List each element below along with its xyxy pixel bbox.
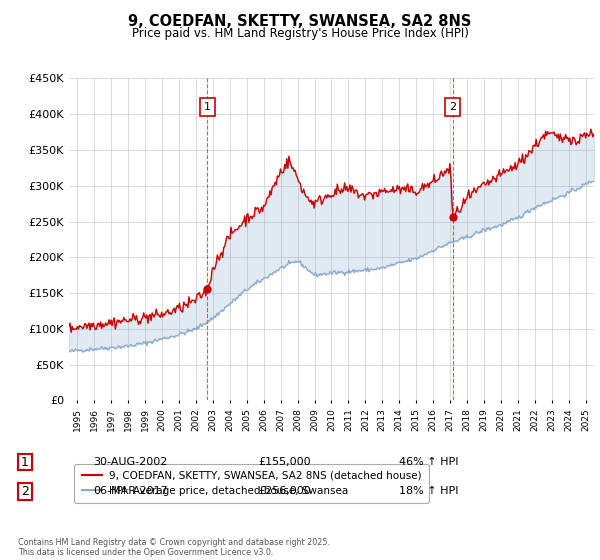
Text: £256,000: £256,000 [258, 486, 311, 496]
Text: 46% ↑ HPI: 46% ↑ HPI [399, 457, 458, 467]
Text: 1: 1 [204, 102, 211, 112]
Text: 30-AUG-2002: 30-AUG-2002 [93, 457, 167, 467]
Legend: 9, COEDFAN, SKETTY, SWANSEA, SA2 8NS (detached house), HPI: Average price, detac: 9, COEDFAN, SKETTY, SWANSEA, SA2 8NS (de… [74, 464, 428, 503]
Text: 9, COEDFAN, SKETTY, SWANSEA, SA2 8NS: 9, COEDFAN, SKETTY, SWANSEA, SA2 8NS [128, 14, 472, 29]
Text: Price paid vs. HM Land Registry's House Price Index (HPI): Price paid vs. HM Land Registry's House … [131, 27, 469, 40]
Text: 2: 2 [449, 102, 457, 112]
Text: 2: 2 [21, 484, 29, 498]
Text: £155,000: £155,000 [258, 457, 311, 467]
Text: 18% ↑ HPI: 18% ↑ HPI [399, 486, 458, 496]
Text: Contains HM Land Registry data © Crown copyright and database right 2025.
This d: Contains HM Land Registry data © Crown c… [18, 538, 330, 557]
Text: 1: 1 [21, 455, 29, 469]
Text: 06-MAR-2017: 06-MAR-2017 [93, 486, 168, 496]
